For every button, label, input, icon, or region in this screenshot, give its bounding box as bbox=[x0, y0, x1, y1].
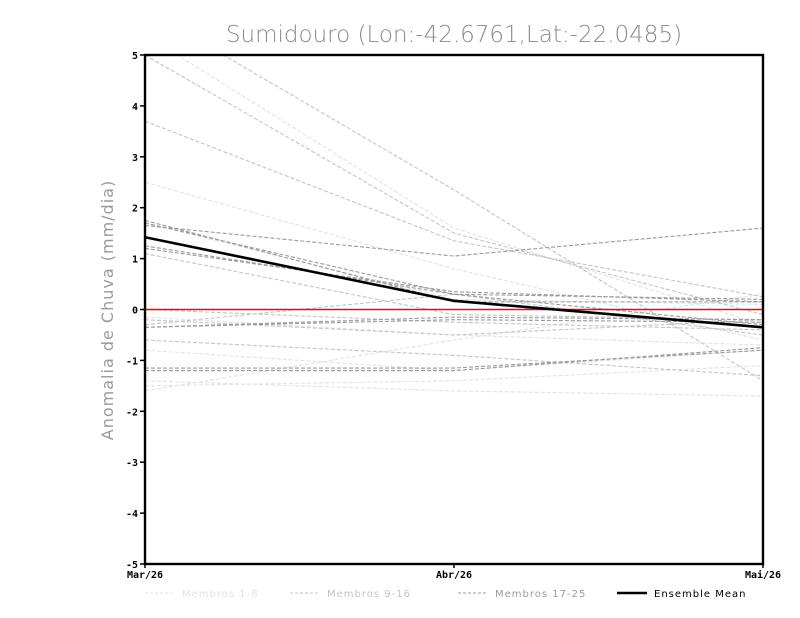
y-tick-label: 1 bbox=[132, 255, 138, 266]
member-line-25 bbox=[145, 222, 763, 326]
member-line-12 bbox=[145, 293, 763, 336]
y-axis-label: Anomalia de Chuva (mm/dia) bbox=[98, 180, 117, 440]
member-line-6 bbox=[145, 222, 763, 305]
y-tick-label: 4 bbox=[132, 102, 138, 113]
member-line-18 bbox=[145, 247, 763, 303]
member-line-10 bbox=[222, 55, 763, 382]
member-line-5 bbox=[145, 293, 763, 392]
legend-label-3: Membros 17-25 bbox=[495, 589, 586, 600]
member-line-8 bbox=[145, 380, 763, 397]
y-tick-label: -3 bbox=[126, 458, 138, 469]
y-tick-label: 3 bbox=[132, 153, 138, 164]
legend-label-4: Ensemble Mean bbox=[654, 589, 746, 600]
y-tick-label: -1 bbox=[126, 356, 138, 367]
ensemble-mean-line bbox=[145, 235, 763, 329]
y-tick-label: 2 bbox=[132, 204, 138, 215]
member-line-17 bbox=[145, 224, 763, 257]
x-tick-label: Abr/26 bbox=[436, 570, 472, 581]
member-line-9 bbox=[145, 120, 763, 298]
x-tick-label: Mar/26 bbox=[127, 570, 163, 581]
member-line-14 bbox=[145, 252, 763, 321]
member-line-16 bbox=[145, 339, 763, 377]
legend: Membros 1-8 Membros 9-16 Membros 17-25 Ense… bbox=[145, 589, 746, 600]
member-line-1 bbox=[176, 55, 763, 326]
series-layer bbox=[145, 55, 763, 397]
member-line-20 bbox=[145, 347, 763, 372]
chart-title: Sumidouro (Lon:-42.6761,Lat:-22.0485) bbox=[226, 22, 682, 48]
x-tick-label: Mai/26 bbox=[745, 569, 781, 581]
tick-layer: -5 -4 -3 -2 -1 0 1 2 3 4 5 Mar/26 Abr/26 Mai/26 bbox=[126, 51, 781, 581]
y-tick-label: -2 bbox=[126, 407, 138, 418]
y-tick-label: -5 bbox=[126, 560, 138, 571]
member-line-19 bbox=[145, 319, 763, 328]
legend-label-1: Membros 1-8 bbox=[182, 589, 259, 600]
member-line-2 bbox=[145, 181, 763, 341]
y-tick-label: 0 bbox=[132, 306, 138, 317]
member-line-24 bbox=[145, 349, 763, 369]
y-tick-label: 5 bbox=[132, 51, 138, 62]
member-line-15 bbox=[145, 308, 763, 331]
member-line-11 bbox=[145, 55, 763, 316]
member-line-22 bbox=[145, 316, 763, 328]
y-tick-label: -4 bbox=[126, 509, 138, 520]
member-line-23 bbox=[145, 245, 763, 300]
legend-label-2: Membros 9-16 bbox=[327, 589, 411, 600]
